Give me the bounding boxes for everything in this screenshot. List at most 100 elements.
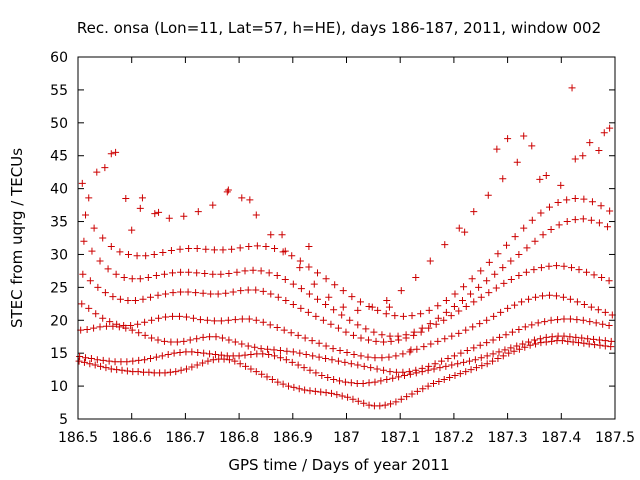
data-point [344,393,352,401]
data-point [590,335,598,343]
data-point [425,362,433,370]
data-point [322,275,330,283]
data-point [362,325,370,333]
data-point [536,175,544,183]
data-point [461,228,469,236]
data-point [353,379,361,387]
data-point [193,269,201,277]
y-tick-label: 60 [50,50,68,66]
data-point [331,281,339,289]
data-point [545,262,553,270]
data-point [231,316,239,324]
data-point [281,275,289,283]
data-point [476,341,484,349]
data-point [257,345,265,353]
data-point [217,317,225,325]
data-point [385,353,393,361]
data-point [580,339,588,347]
data-point [224,186,232,194]
y-tick-label: 25 [50,280,68,296]
data-point [290,383,298,391]
data-point [112,270,120,278]
data-point [245,243,253,251]
data-point [210,317,218,325]
data-point [78,179,86,187]
data-point [354,361,362,369]
data-point [162,290,170,298]
data-point [381,401,389,409]
data-point [306,387,314,395]
data-point [485,289,493,297]
data-point [451,372,459,380]
data-point [308,337,316,345]
data-point [407,346,415,354]
data-point [328,356,336,364]
data-point [279,380,287,388]
data-point [349,395,357,403]
data-point [413,345,421,353]
data-point [575,266,583,274]
data-point [259,287,267,295]
data-point [251,343,259,351]
data-point [531,237,539,245]
y-tick-label: 45 [50,149,68,165]
data-point [360,362,368,370]
data-point [395,373,403,381]
data-point [377,377,385,385]
data-point [109,293,117,301]
data-point [341,358,349,366]
data-point [96,323,104,331]
data-point [297,304,305,312]
data-point [417,310,425,318]
data-point [324,374,332,382]
data-point [520,224,528,232]
data-point [440,316,448,324]
data-point [116,295,124,303]
data-point [285,382,293,390]
data-point [586,139,594,147]
data-point [548,333,556,341]
data-point [395,336,403,344]
data-point [184,288,192,296]
data-point [169,269,177,277]
data-point [579,152,587,160]
data-point [440,376,448,384]
data-point [382,310,390,318]
data-point [161,369,169,377]
data-point [532,293,540,301]
data-point [374,306,382,314]
data-point [169,312,177,320]
data-point [370,328,378,336]
x-tick-label: 186.8 [219,430,259,446]
data-point [513,158,521,166]
data-point [470,208,478,216]
data-point [460,358,468,366]
data-point [448,332,456,340]
data-point [193,245,201,253]
data-point [605,322,613,330]
data-point [329,345,337,353]
data-point [85,194,93,202]
data-point [560,332,568,340]
data-point [283,347,291,355]
data-point [397,395,405,403]
data-point [134,368,142,376]
data-point [417,328,425,336]
data-point [206,350,214,358]
data-point [430,365,438,373]
data-point [154,336,162,344]
data-point [494,250,502,258]
data-point [148,334,156,342]
data-point [405,368,413,376]
data-point [503,241,511,249]
data-point [281,247,289,255]
data-point [128,326,136,334]
data-point [463,347,471,355]
data-point [266,321,274,329]
data-point [106,318,114,326]
data-point [229,352,237,360]
data-point [177,288,185,296]
data-point [318,372,326,380]
data-point [508,328,516,336]
data-point [489,350,497,358]
